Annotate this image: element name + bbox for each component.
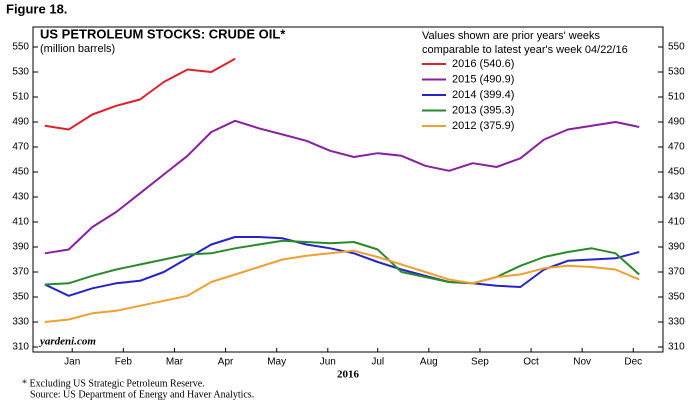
x-axis-label: 2016 <box>337 369 360 381</box>
y2-tick-label: 470 <box>668 142 685 153</box>
legend-label: 2015 (490.9) <box>452 73 514 85</box>
y-tick-label: 490 <box>12 117 29 128</box>
x-tick-label: Jun <box>320 357 336 368</box>
y-tick-label: 410 <box>12 217 29 228</box>
x-tick-label: Feb <box>115 357 133 368</box>
annotation: comparable to latest year's week 04/22/1… <box>422 44 628 56</box>
series-line <box>44 57 236 131</box>
y-tick-label: 390 <box>12 242 29 253</box>
y2-tick-label: 410 <box>668 217 685 228</box>
series-line <box>44 236 640 297</box>
y-tick-label: 370 <box>12 267 29 278</box>
legend-label: 2016 (540.6) <box>452 58 514 70</box>
series-line <box>44 119 640 255</box>
y2-tick-label: 450 <box>668 167 685 178</box>
watermark: yardeni.com <box>38 336 96 348</box>
y-tick-label: 330 <box>12 317 29 328</box>
y2-tick-label: 390 <box>668 242 685 253</box>
x-tick-label: Apr <box>218 357 234 368</box>
y2-tick-label: 370 <box>668 267 685 278</box>
y-tick-label: 550 <box>12 42 29 53</box>
y2-tick-label: 530 <box>668 67 685 78</box>
x-tick-label: Mar <box>166 357 184 368</box>
footnote: Source: US Department of Energy and Have… <box>30 389 254 400</box>
y2-tick-label: 310 <box>668 342 685 353</box>
y2-tick-label: 430 <box>668 192 685 203</box>
y2-tick-label: 510 <box>668 92 685 103</box>
footnote: * Excluding US Strategic Petroleum Reser… <box>22 378 205 389</box>
x-tick-label: Jan <box>64 357 80 368</box>
legend-label: 2013 (395.3) <box>452 104 514 116</box>
y-tick-label: 530 <box>12 67 29 78</box>
y2-tick-label: 350 <box>668 292 685 303</box>
y2-tick-label: 490 <box>668 117 685 128</box>
y2-tick-label: 330 <box>668 317 685 328</box>
series-line <box>44 249 640 323</box>
legend-label: 2012 (375.9) <box>452 120 514 132</box>
annotation: Values shown are prior years' weeks <box>422 30 600 42</box>
y2-tick-label: 550 <box>668 42 685 53</box>
x-tick-label: Nov <box>573 357 591 368</box>
plot-frame <box>32 26 664 353</box>
y-tick-label: 310 <box>12 342 29 353</box>
y-tick-label: 470 <box>12 142 29 153</box>
y-tick-label: 430 <box>12 192 29 203</box>
x-tick-label: Dec <box>624 357 642 368</box>
series-line <box>44 239 640 286</box>
y-tick-label: 510 <box>12 92 29 103</box>
x-tick-label: Jul <box>371 357 384 368</box>
chart-subtitle: (million barrels) <box>40 43 115 55</box>
x-tick-label: Sep <box>471 357 489 368</box>
figure-label: Figure 18. <box>6 1 67 16</box>
x-tick-label: May <box>267 357 286 368</box>
x-tick-label: Aug <box>420 357 438 368</box>
legend-label: 2014 (399.4) <box>452 89 514 101</box>
chart-title: US PETROLEUM STOCKS: CRUDE OIL* <box>40 26 286 41</box>
y-tick-label: 350 <box>12 292 29 303</box>
y-tick-label: 450 <box>12 167 29 178</box>
x-tick-label: Oct <box>523 357 539 368</box>
